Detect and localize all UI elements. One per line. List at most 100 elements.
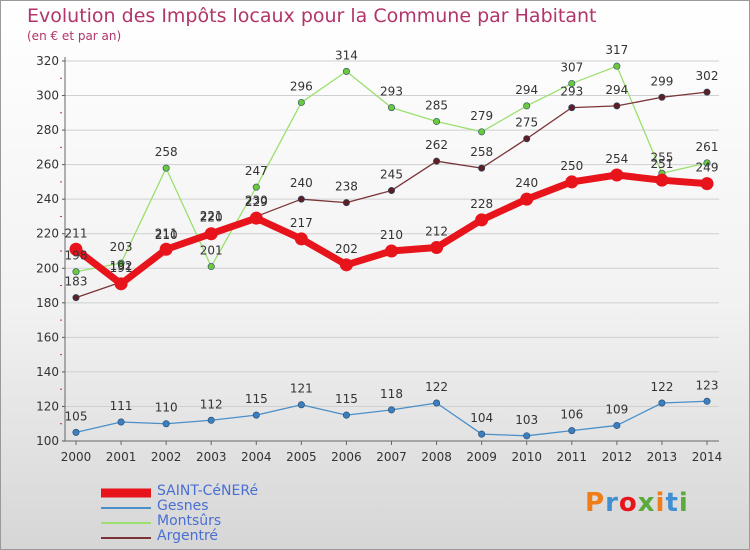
- data-label-argentre: 183: [65, 275, 88, 289]
- data-point-saint-cenere: [159, 242, 173, 256]
- data-label-saint-cenere: 210: [380, 228, 403, 242]
- data-point-montsurs: [72, 268, 80, 276]
- series-layer: [69, 62, 714, 440]
- data-label-gesnes: 121: [290, 382, 313, 396]
- data-label-montsurs: 285: [425, 98, 448, 112]
- data-label-saint-cenere: 229: [245, 195, 268, 209]
- x-tick-label: 2005: [286, 450, 317, 464]
- data-label-argentre: 192: [110, 259, 133, 273]
- data-point-montsurs: [297, 98, 305, 106]
- data-point-gesnes: [162, 420, 170, 428]
- data-point-argentre: [478, 164, 486, 172]
- data-label-gesnes: 106: [560, 408, 583, 422]
- data-label-montsurs: 307: [560, 60, 583, 74]
- data-point-saint-cenere: [249, 211, 263, 225]
- data-label-saint-cenere: 250: [560, 159, 583, 173]
- data-point-montsurs: [162, 164, 170, 172]
- legend-label: Montsûrs: [157, 513, 222, 529]
- x-tick-label: 2006: [331, 450, 362, 464]
- data-point-gesnes: [297, 401, 305, 409]
- logo-letter: i: [655, 488, 666, 518]
- x-tick-label: 2003: [196, 450, 227, 464]
- data-point-montsurs: [433, 117, 441, 125]
- data-point-argentre: [387, 187, 395, 195]
- y-tick-label: 200: [36, 261, 59, 275]
- y-tick-label: 180: [36, 296, 59, 310]
- data-label-montsurs: 261: [696, 140, 719, 154]
- data-label-montsurs: 293: [380, 85, 403, 99]
- data-label-argentre: 245: [380, 168, 403, 182]
- data-point-saint-cenere: [520, 192, 534, 206]
- data-label-gesnes: 123: [696, 378, 719, 392]
- y-tick-label: 300: [36, 89, 59, 103]
- data-label-gesnes: 122: [425, 380, 448, 394]
- y-tick-label: 100: [36, 434, 59, 448]
- data-label-saint-cenere: 251: [650, 157, 673, 171]
- data-label-montsurs: 198: [65, 249, 88, 263]
- data-point-montsurs: [117, 259, 125, 267]
- x-tick-label: 2014: [692, 450, 723, 464]
- data-label-argentre: 275: [515, 116, 538, 130]
- data-label-argentre: 299: [650, 74, 673, 88]
- data-label-argentre: 262: [425, 138, 448, 152]
- data-label-argentre: 221: [200, 209, 223, 223]
- x-tick-label: 2002: [151, 450, 182, 464]
- x-tick-label: 2004: [241, 450, 272, 464]
- data-point-montsurs: [523, 102, 531, 110]
- data-point-argentre: [568, 104, 576, 112]
- y-tick-label: 220: [36, 227, 59, 241]
- data-label-gesnes: 103: [515, 413, 538, 427]
- data-point-argentre: [658, 93, 666, 101]
- data-label-saint-cenere: 211: [65, 226, 88, 240]
- data-point-saint-cenere: [114, 277, 128, 291]
- logo-letter: P: [585, 488, 606, 518]
- logo-letter: i: [678, 488, 689, 518]
- data-point-gesnes: [478, 430, 486, 438]
- data-label-argentre: 230: [245, 193, 268, 207]
- data-point-montsurs: [703, 159, 711, 167]
- data-label-montsurs: 247: [245, 164, 268, 178]
- data-point-saint-cenere: [204, 227, 218, 241]
- data-point-montsurs: [478, 128, 486, 136]
- data-label-argentre: 302: [696, 69, 719, 83]
- x-tick-label: 2010: [511, 450, 542, 464]
- x-tick-label: 2008: [421, 450, 452, 464]
- data-point-gesnes: [568, 427, 576, 435]
- logo-letter: x: [637, 488, 656, 518]
- data-point-gesnes: [252, 411, 260, 419]
- data-label-argentre: 258: [470, 145, 493, 159]
- data-label-montsurs: 317: [605, 43, 628, 57]
- y-tick-label: 160: [36, 330, 59, 344]
- data-point-argentre: [342, 199, 350, 207]
- data-point-saint-cenere: [700, 177, 714, 191]
- data-label-saint-cenere: 217: [290, 216, 313, 230]
- data-label-montsurs: 203: [110, 240, 133, 254]
- legend-label: SAINT-CéNERé: [157, 483, 259, 499]
- grid-layer: [65, 60, 719, 442]
- axis-layer: 100 120 140 160 180 200 220 240 260 280 300 320 2000…: [36, 54, 722, 464]
- x-tick-label: 2009: [466, 450, 497, 464]
- data-point-gesnes: [387, 406, 395, 414]
- data-label-saint-cenere: 254: [605, 152, 628, 166]
- y-tick-label: 280: [36, 123, 59, 137]
- data-label-saint-cenere: 191: [110, 261, 133, 275]
- data-point-saint-cenere: [655, 173, 669, 187]
- data-point-argentre: [72, 294, 80, 302]
- x-tick-label: 2011: [557, 450, 588, 464]
- data-label-gesnes: 115: [245, 392, 268, 406]
- data-point-gesnes: [613, 421, 621, 429]
- logo-letter: o: [618, 488, 638, 518]
- data-label-montsurs: 279: [470, 109, 493, 123]
- data-point-saint-cenere: [430, 241, 444, 255]
- data-point-montsurs: [252, 183, 260, 191]
- series-line-argentre: [75, 91, 708, 299]
- data-label-gesnes: 115: [335, 392, 358, 406]
- data-label-montsurs: 255: [650, 150, 673, 164]
- data-point-saint-cenere: [565, 175, 579, 189]
- y-tick-label: 140: [36, 365, 59, 379]
- data-label-gesnes: 111: [110, 399, 133, 413]
- data-point-argentre: [613, 102, 621, 110]
- legend-label: Gesnes: [157, 498, 209, 514]
- x-tick-label: 2012: [602, 450, 633, 464]
